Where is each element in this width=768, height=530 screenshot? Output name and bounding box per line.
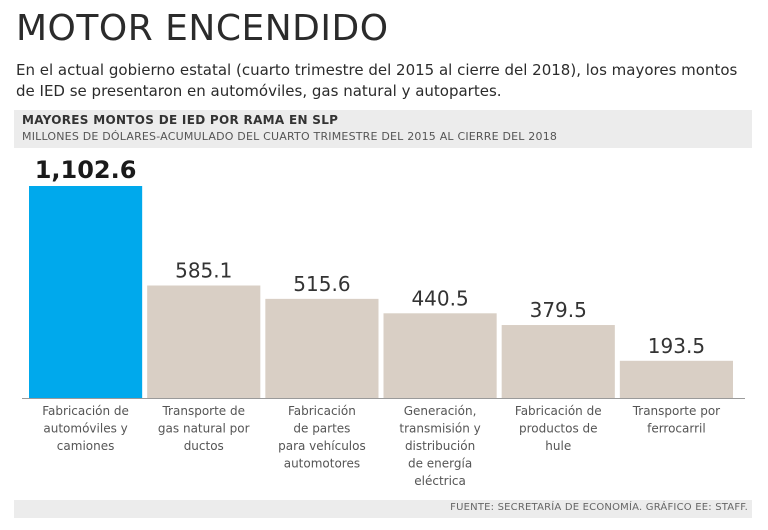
value-label-2: 585.1 (175, 259, 232, 283)
source-note: FUENTE: SECRETARÍA DE ECONOMÍA. GRÁFICO … (450, 502, 748, 513)
bar-chart: 1,102.6 Fabricación de automóviles y camion… (22, 156, 745, 488)
chart-header-band (14, 110, 752, 148)
value-label-5: 379.5 (530, 298, 587, 322)
category-label-6: Transporte por ferrocarril (632, 404, 720, 436)
bar-5 (501, 325, 615, 398)
category-label-5: Fabricación de productos de hule (515, 404, 602, 453)
chart-title: MAYORES MONTOS DE IED POR RAMA EN SLP (22, 113, 339, 127)
value-label-4: 440.5 (411, 286, 468, 310)
chart-subtitle: MILLONES DE DÓLARES-ACUMULADO DEL CUARTO… (22, 130, 558, 143)
value-label-3: 515.6 (293, 272, 350, 296)
bar-6 (619, 360, 733, 398)
category-label-1: Fabricación de automóviles y camiones (42, 404, 129, 453)
intro-text: En el actual gobierno estatal (cuarto tr… (16, 61, 738, 100)
value-label-1: 1,102.6 (35, 156, 137, 184)
bar-1 (29, 186, 143, 398)
bar-2 (147, 285, 261, 398)
page-title: MOTOR ENCENDIDO (16, 8, 389, 49)
value-label-6: 193.5 (648, 334, 705, 358)
footer-band (14, 500, 752, 518)
bar-3 (265, 298, 379, 398)
category-label-4: Generación, transmisión y distribución de e… (399, 404, 480, 488)
bar-4 (383, 313, 497, 398)
category-label-3: Fabricación de partes para vehículos automo… (278, 404, 366, 471)
category-label-2: Transporte de gas natural por ductos (158, 404, 250, 453)
